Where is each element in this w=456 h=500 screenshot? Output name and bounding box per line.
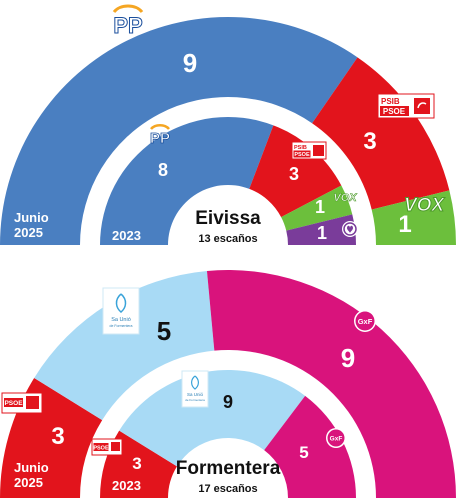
sa-unio-logo-small-sub: de Formentera xyxy=(185,398,205,402)
eivissa-2023-pp-value: 8 xyxy=(158,160,168,180)
psoe-formentera-large-text: PSOE xyxy=(4,400,23,407)
eivissa-2023-pp-arc xyxy=(100,117,274,245)
pp-logo-small-text: PP xyxy=(150,130,170,147)
eivissa-2025-vox-arc xyxy=(371,190,456,245)
eivissa-2023-podemos-arc xyxy=(286,214,356,245)
formentera-2025-gxf-arc xyxy=(206,270,456,498)
gxf-logo-large-text: GxF xyxy=(358,317,373,326)
formentera-seat-count: 17 escaños xyxy=(198,483,257,495)
vox-logo-large: VOX xyxy=(403,195,445,217)
eivissa-region-title: Eivissa xyxy=(195,208,261,229)
eivissa-2023-podemos-value: 1 xyxy=(317,223,327,243)
formentera-2025-saunio-arc xyxy=(34,270,215,421)
psoe-logo-formentera-large: PSOE xyxy=(1,392,43,414)
formentera-region-title: Formentera xyxy=(176,458,281,479)
eivissa-ring-label-2025: Junio 2025 xyxy=(14,210,49,240)
formentera-2023-psoe-value: 3 xyxy=(132,454,141,473)
psoe-logo-formentera-small: PSOE xyxy=(91,438,123,456)
gxf-logo-small-text: GxF xyxy=(330,436,343,443)
eivissa-2025-psoe-arc xyxy=(312,57,450,210)
formentera-2025-psoe-value: 3 xyxy=(51,423,64,450)
eivissa-ring-label-2023: 2023 xyxy=(112,228,141,243)
psoe-formentera-small-text: PSOE xyxy=(93,446,109,452)
sa-unio-logo-large-text: Sa Unió xyxy=(111,317,131,323)
pp-logo-large-text: PP xyxy=(113,13,142,38)
formentera-2025-gxf-value: 9 xyxy=(341,343,355,373)
psoe-text: PSOE xyxy=(383,107,406,116)
eivissa-2023-vox-arc xyxy=(281,185,353,231)
formentera-2023-gxf-value: 5 xyxy=(299,443,308,462)
eivissa-2023-psoe-arc xyxy=(249,125,342,218)
formentera-2023-saunio-value: 9 xyxy=(223,392,233,412)
psoe-logo-small: PSIB PSOE xyxy=(291,141,327,160)
chart-formentera: 3 5 9 3 9 5 Junio 2025 2023 Formentera 17… xyxy=(0,270,456,498)
formentera-2025-saunio-value: 5 xyxy=(157,316,171,346)
eivissa-2025-psoe-value: 3 xyxy=(363,128,376,155)
podemos-logo xyxy=(342,221,358,237)
vox-logo-large-text: VOX xyxy=(404,195,445,216)
psib-text-small: PSIB xyxy=(294,145,307,151)
vox-logo-small: VOX xyxy=(333,192,357,205)
formentera-ring-label-2025: Junio 2025 xyxy=(14,460,49,490)
sa-unio-logo-small-text: Sa Unió xyxy=(187,392,204,397)
vox-logo-small-text: VOX xyxy=(333,192,357,204)
pp-logo-large: PP xyxy=(112,4,144,39)
eivissa-2025-vox-value: 1 xyxy=(398,211,411,238)
psib-text: PSIB xyxy=(381,97,400,106)
formentera-2023-gxf-arc xyxy=(264,395,356,498)
gxf-logo-small: GxF xyxy=(326,428,346,448)
psoe-text-small: PSOE xyxy=(294,152,310,158)
sa-unio-logo-large: Sa Unió de Formentera xyxy=(102,287,140,335)
formentera-ring-label-2023: 2023 xyxy=(112,478,141,493)
eivissa-2025-pp-value: 9 xyxy=(183,48,197,78)
formentera-2023-saunio-arc xyxy=(119,369,306,467)
eivissa-2023-vox-value: 1 xyxy=(315,197,325,217)
psoe-logo-large: PSIB PSOE xyxy=(377,93,435,119)
sa-unio-logo-large-sub: de Formentera xyxy=(110,324,133,328)
eivissa-2023-psoe-value: 3 xyxy=(289,164,299,184)
sa-unio-logo-small: Sa Unió de Formentera xyxy=(181,370,209,408)
pp-logo-small: PP xyxy=(150,124,170,147)
eivissa-2025-pp-arc xyxy=(0,16,358,245)
gxf-logo-large: GxF xyxy=(354,310,376,332)
chart-eivissa: 9 3 1 8 3 1 1 Junio 2025 2023 Eivissa 13 … xyxy=(0,4,456,245)
eivissa-seat-count: 13 escaños xyxy=(198,233,257,245)
